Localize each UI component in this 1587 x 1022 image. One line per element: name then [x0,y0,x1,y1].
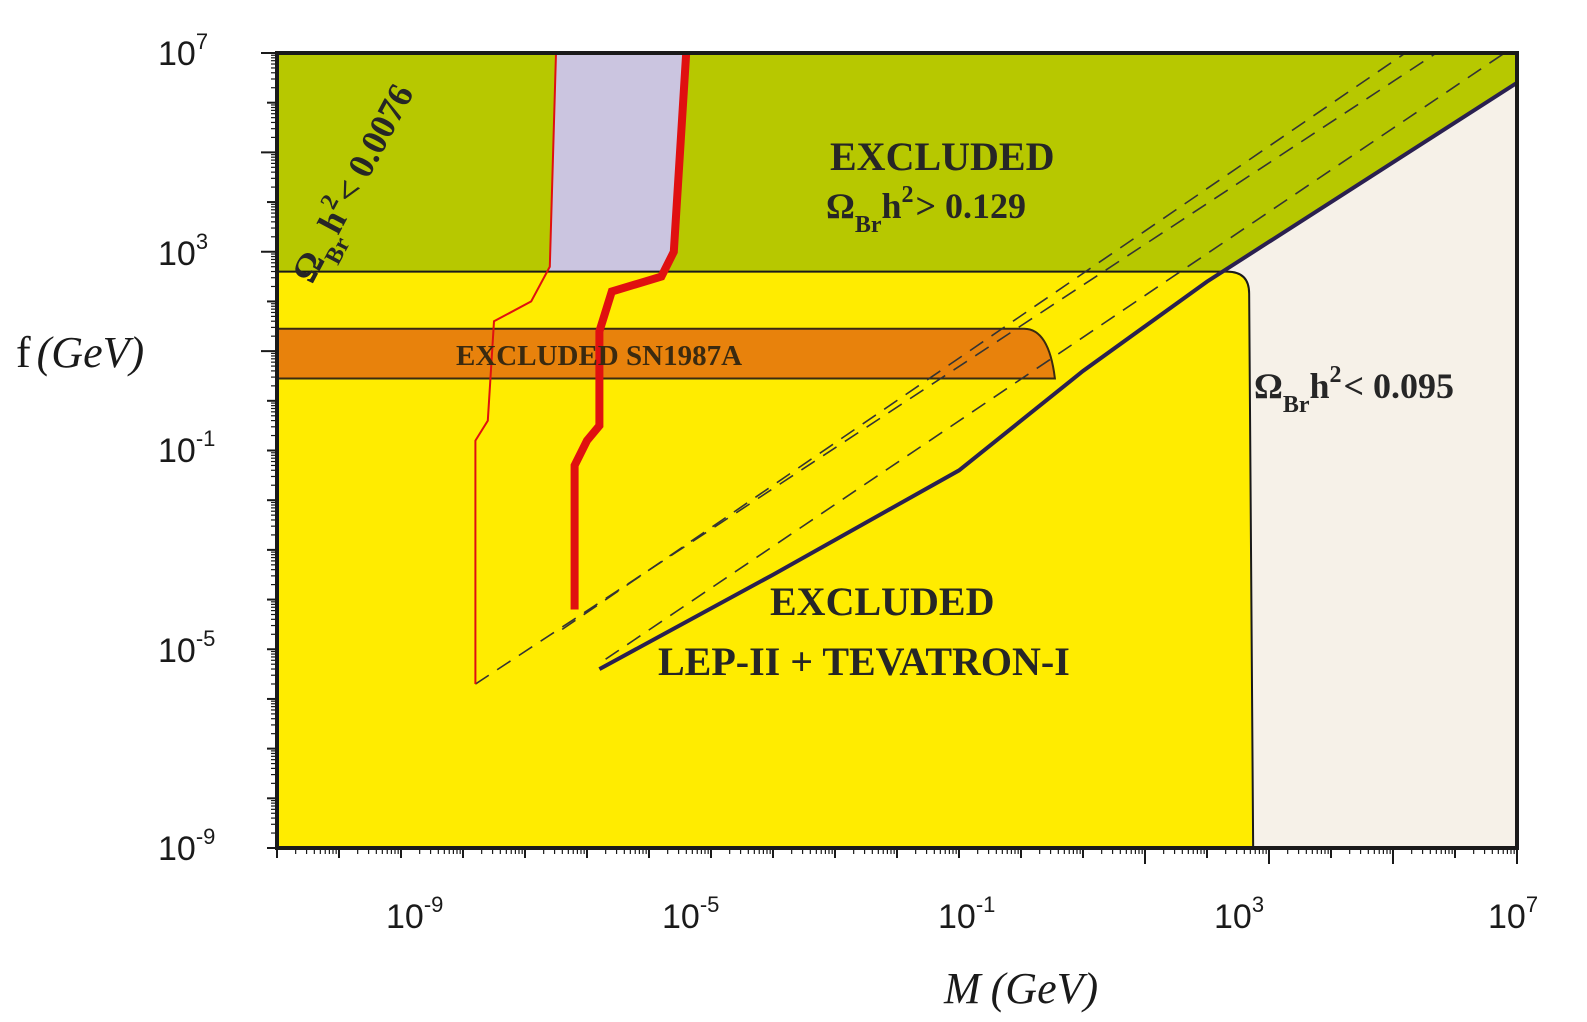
x-tick-label: 10-9 [386,892,443,936]
yellow-excluded-region [277,270,1255,848]
green-region-title: EXCLUDED [830,134,1054,179]
sn1987a-excluded-band [277,327,1057,380]
y-tick-label: 103 [158,229,208,273]
dashed-line-3 [561,53,1406,631]
x-tick-label: 103 [1214,892,1264,936]
dark-boundary-line [598,81,1517,671]
y-axis-title: f (GeV) [16,328,144,377]
yellow-region-title: EXCLUDED [770,579,994,624]
x-tick-label: 10-5 [662,892,719,936]
right-omega-label: ΩBrh2< 0.095 [1254,362,1454,418]
y-tick-label: 10-9 [158,824,215,868]
x-axis-title: M (GeV) [943,964,1098,1013]
y-tick-labels: 107 103 10-1 10-5 10-9 [158,29,215,868]
x-ticks [276,848,1518,864]
x-tick-labels: 10-9 10-5 10-1 103 107 [386,892,1538,936]
thin-red-line [474,53,557,684]
green-region-omega-label: ΩBrh2> 0.129 [826,182,1026,238]
x-tick-label: 107 [1488,892,1538,936]
y-ticks [261,52,277,849]
y-tick-label: 10-5 [158,626,215,670]
yellow-region-subtitle: LEP-II + TEVATRON-I [658,639,1070,684]
lavender-band [531,53,687,302]
x-tick-label: 10-1 [938,892,995,936]
y-tick-label: 10-1 [158,426,215,470]
y-tick-label: 107 [158,29,208,73]
sn1987a-label: EXCLUDED SN1987A [456,340,742,372]
thick-red-line [570,53,691,610]
